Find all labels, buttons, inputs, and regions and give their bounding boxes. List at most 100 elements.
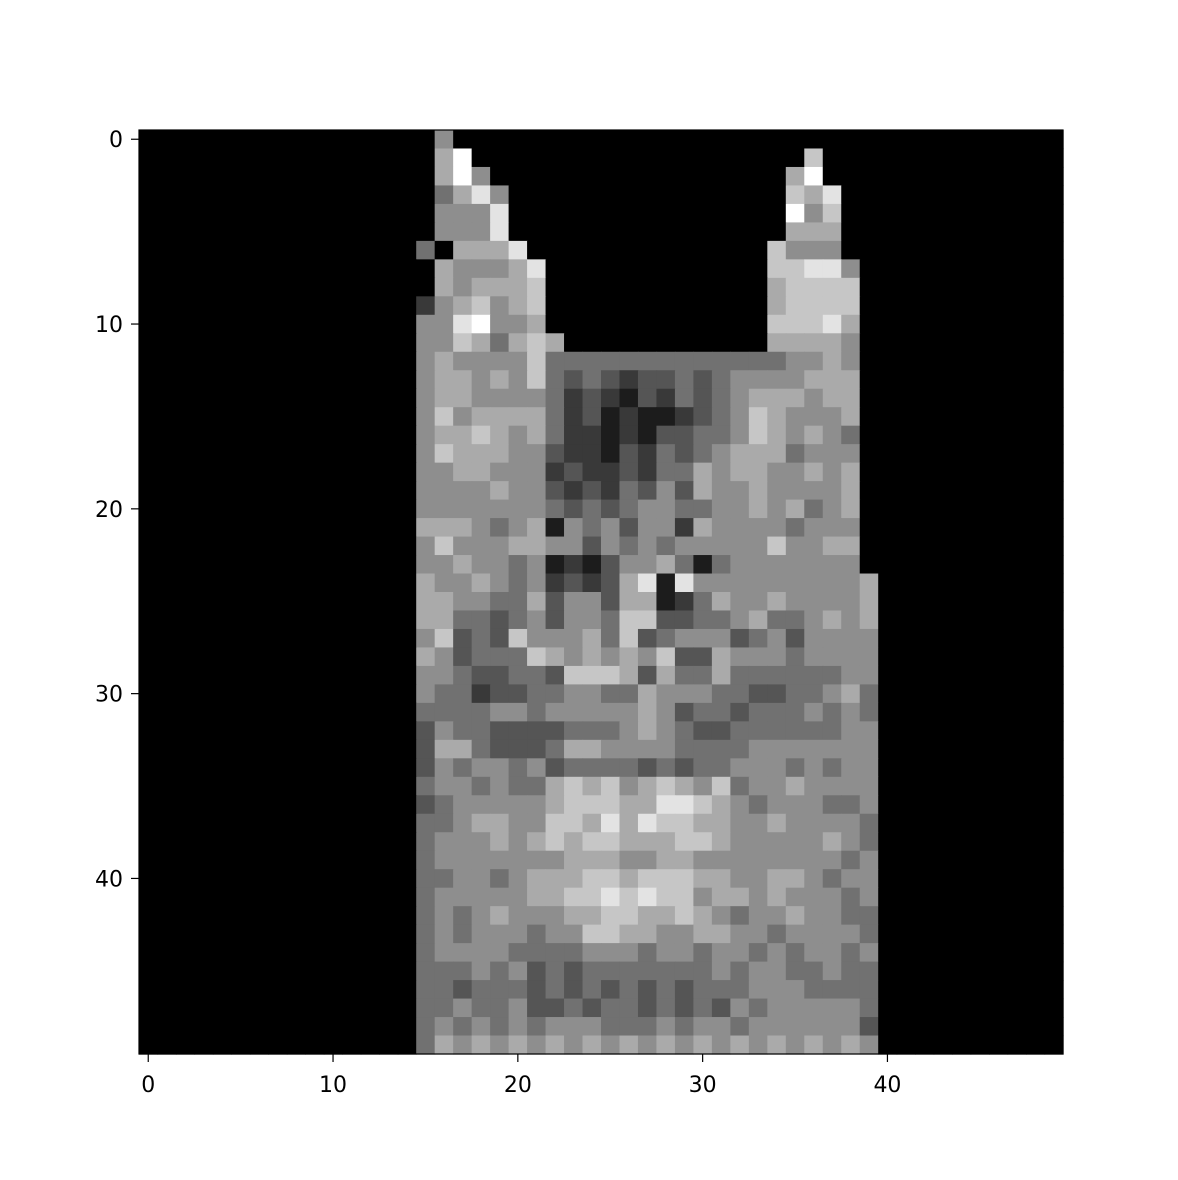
heatmap-cell-r38-c28 (656, 832, 676, 852)
heatmap-cell-r5-c48 (1026, 222, 1046, 242)
heatmap-cell-r23-c10 (323, 555, 343, 575)
heatmap-cell-r25-c37 (822, 592, 842, 612)
heatmap-cell-r32-c25 (601, 721, 621, 741)
heatmap-cell-r21-c35 (785, 518, 805, 538)
heatmap-cell-r8-c21 (527, 277, 547, 297)
heatmap-cell-r1-c22 (545, 148, 565, 168)
heatmap-cell-r11-c47 (1007, 333, 1027, 353)
heatmap-cell-r4-c46 (989, 203, 1009, 223)
heatmap-cell-r33-c11 (342, 739, 362, 759)
heatmap-cell-r21-c44 (952, 518, 972, 538)
heatmap-cell-r35-c10 (323, 776, 343, 796)
heatmap-cell-r46-c34 (767, 980, 787, 1000)
heatmap-cell-r13-c37 (822, 370, 842, 390)
heatmap-cell-r28-c28 (656, 647, 676, 667)
heatmap-cell-r48-c34 (767, 1017, 787, 1037)
heatmap-cell-r44-c34 (767, 943, 787, 963)
heatmap-cell-r3-c38 (841, 185, 861, 205)
heatmap-cell-r19-c3 (194, 481, 214, 501)
heatmap-cell-r26-c26 (619, 610, 639, 630)
heatmap-cell-r31-c31 (711, 702, 731, 722)
heatmap-cell-r14-c33 (748, 388, 768, 408)
heatmap-cell-r31-c38 (841, 702, 861, 722)
heatmap-cell-r4-c35 (785, 203, 805, 223)
heatmap-cell-r46-c37 (822, 980, 842, 1000)
heatmap-cell-r3-c11 (342, 185, 362, 205)
heatmap-cell-r46-c21 (527, 980, 547, 1000)
heatmap-cell-r37-c36 (804, 813, 824, 833)
heatmap-cell-r22-c34 (767, 536, 787, 556)
heatmap-cell-r0-c10 (323, 130, 343, 150)
heatmap-cell-r43-c4 (212, 924, 232, 944)
heatmap-cell-r14-c41 (896, 388, 916, 408)
heatmap-cell-r28-c48 (1026, 647, 1046, 667)
heatmap-cell-r46-c43 (933, 980, 953, 1000)
heatmap-cell-r7-c6 (249, 259, 269, 279)
heatmap-cell-r39-c31 (711, 850, 731, 870)
heatmap-cell-r34-c11 (342, 758, 362, 778)
heatmap-cell-r44-c17 (453, 943, 473, 963)
heatmap-cell-r49-c31 (711, 1035, 731, 1055)
heatmap-cell-r25-c22 (545, 592, 565, 612)
heatmap-cell-r29-c4 (212, 665, 232, 685)
heatmap-cell-r28-c16 (434, 647, 454, 667)
heatmap-cell-r45-c15 (416, 961, 436, 981)
heatmap-cell-r33-c14 (397, 739, 417, 759)
heatmap-cell-r47-c39 (859, 998, 879, 1018)
heatmap-cell-r15-c37 (822, 407, 842, 427)
heatmap-cell-r19-c8 (286, 481, 306, 501)
heatmap-cell-r6-c13 (379, 240, 399, 260)
heatmap-cell-r10-c5 (231, 314, 251, 334)
heatmap-cell-r2-c6 (249, 166, 269, 187)
heatmap-cell-r44-c38 (841, 943, 861, 963)
heatmap-cell-r15-c2 (175, 407, 196, 427)
heatmap-cell-r41-c2 (175, 887, 196, 907)
heatmap-cell-r6-c8 (286, 240, 306, 260)
heatmap-cell-r40-c16 (434, 869, 454, 889)
heatmap-cell-r35-c34 (767, 776, 787, 796)
heatmap-cell-r25-c8 (286, 592, 306, 612)
heatmap-cell-r35-c6 (249, 776, 269, 796)
heatmap-cell-r26-c23 (564, 610, 584, 630)
heatmap-cell-r42-c24 (582, 906, 602, 926)
heatmap-cell-r22-c27 (637, 536, 658, 556)
heatmap-cell-r43-c42 (915, 924, 935, 944)
heatmap-cell-r48-c48 (1026, 1017, 1046, 1037)
heatmap-cell-r12-c41 (896, 351, 916, 371)
heatmap-cell-r3-c16 (434, 185, 454, 205)
heatmap-cell-r5-c49 (1044, 222, 1064, 242)
heatmap-cell-r3-c12 (360, 185, 380, 205)
heatmap-cell-r9-c21 (527, 296, 547, 316)
heatmap-cell-r5-c25 (601, 222, 621, 242)
heatmap-cell-r40-c2 (175, 869, 196, 889)
heatmap-cell-r12-c28 (656, 351, 676, 371)
heatmap-cell-r21-c20 (508, 518, 528, 538)
heatmap-cell-r38-c24 (582, 832, 602, 852)
heatmap-cell-r4-c19 (490, 203, 510, 223)
heatmap-cell-r19-c18 (471, 481, 491, 501)
heatmap-cell-r30-c33 (748, 684, 768, 704)
heatmap-cell-r5-c46 (989, 222, 1009, 242)
heatmap-cell-r6-c21 (527, 240, 547, 260)
heatmap-cell-r35-c27 (637, 776, 658, 796)
heatmap-cell-r8-c5 (231, 277, 251, 297)
heatmap-cell-r34-c30 (693, 758, 713, 778)
heatmap-cell-r42-c28 (656, 906, 676, 926)
heatmap-cell-r15-c9 (305, 407, 325, 427)
heatmap-cell-r20-c8 (286, 499, 306, 519)
heatmap-cell-r30-c29 (674, 684, 694, 704)
heatmap-cell-r28-c4 (212, 647, 232, 667)
heatmap-cell-r33-c0 (139, 739, 159, 759)
heatmap-cell-r22-c12 (360, 536, 380, 556)
heatmap-cell-r19-c27 (637, 481, 658, 501)
heatmap-cell-r45-c10 (323, 961, 343, 981)
heatmap-cell-r29-c48 (1026, 665, 1046, 685)
heatmap-cell-r24-c22 (545, 573, 565, 593)
heatmap-cell-r24-c43 (933, 573, 953, 593)
heatmap-cell-r47-c45 (970, 998, 990, 1018)
heatmap-cell-r36-c3 (194, 795, 214, 815)
heatmap-cell-r14-c8 (286, 388, 306, 408)
heatmap-cell-r26-c12 (360, 610, 380, 630)
heatmap-cell-r8-c44 (952, 277, 972, 297)
heatmap-cell-r39-c47 (1007, 850, 1027, 870)
